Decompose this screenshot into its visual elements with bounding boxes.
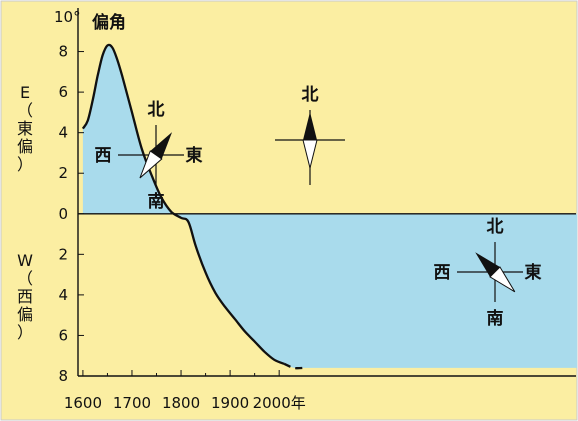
needle-north [150, 132, 173, 160]
axis-layer [77, 8, 576, 377]
east-label: 偏 [17, 137, 33, 156]
compass-west-label: 西 [95, 146, 112, 166]
y-tick-label: 6 [58, 83, 68, 101]
needle-north [475, 252, 500, 277]
declination-area [82, 44, 578, 369]
side-labels: E（東偏）W（西偏） [17, 83, 33, 342]
compass: 北南 東 西 [434, 217, 542, 329]
compass-south-label: 南 [148, 191, 165, 212]
compass-south-label: 南 [487, 308, 504, 329]
needle-south [489, 266, 516, 293]
compass-west-label: 西 [434, 263, 451, 283]
compass-north-label: 北 [487, 217, 504, 237]
needle-south [302, 139, 318, 169]
compass: 北 [275, 85, 345, 185]
east-label: （ [17, 101, 33, 120]
east-label: 東 [17, 119, 33, 138]
y-tick-label: 2 [58, 164, 68, 182]
compass-needle [475, 252, 516, 293]
declination-forecast-line [283, 362, 304, 370]
x-tick-label: 1600 [64, 394, 102, 412]
curve-layer [81, 43, 304, 370]
needle-south [139, 150, 163, 179]
area-layer [82, 44, 578, 369]
west-label: W [17, 251, 33, 270]
east-label: ） [17, 155, 33, 174]
compass: 北南 東 西 [95, 100, 203, 212]
x-tick-label: 1900 [211, 394, 249, 412]
y-tick-label: 4 [58, 124, 68, 142]
west-label: ） [17, 323, 33, 342]
west-label: （ [17, 269, 33, 288]
y-tick-label: 0 [58, 205, 68, 223]
east-label: E [20, 83, 30, 102]
compass-north-label: 北 [148, 100, 165, 120]
chart-title: 偏角 [92, 12, 126, 33]
y-tick-label: 4 [58, 286, 68, 304]
declination-line [81, 43, 285, 365]
west-label: 西 [17, 287, 33, 306]
compass-needle [139, 132, 173, 179]
west-label: 偏 [17, 305, 33, 324]
needle-north [303, 112, 317, 140]
y-tick-label: 6 [58, 326, 68, 344]
compass-north-label: 北 [302, 85, 319, 105]
label-layer: 10° 偏角 8 6 4 2 0 2 4 6 8 1600 1700 1800 1900 2000年 [54, 8, 306, 412]
y-unit-label: 10° [54, 8, 81, 26]
x-tick-label: 1800 [162, 394, 200, 412]
y-tick-label: 8 [58, 367, 68, 385]
y-tick-label: 8 [58, 43, 68, 61]
compass-east-label: 東 [186, 145, 203, 166]
compass-needle [302, 112, 318, 169]
compass-east-label: 東 [525, 262, 542, 283]
x-tick-label: 1700 [113, 394, 151, 412]
x-tick-label: 2000年 [253, 394, 306, 412]
y-tick-label: 2 [58, 245, 68, 263]
